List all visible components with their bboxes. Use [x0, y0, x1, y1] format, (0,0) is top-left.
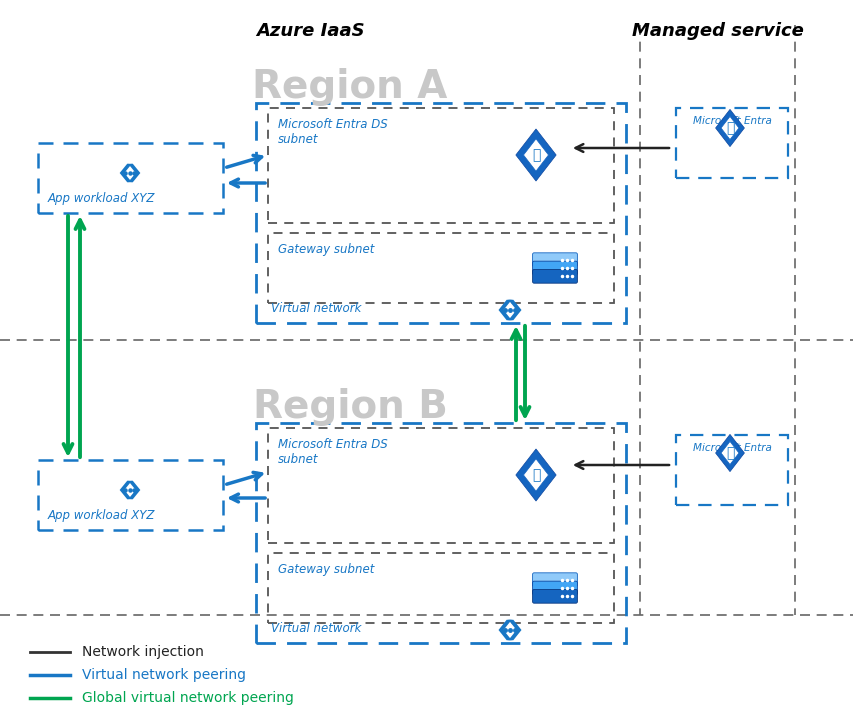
- FancyBboxPatch shape: [532, 573, 577, 587]
- Text: Microsoft Entra
DS: Microsoft Entra DS: [692, 443, 770, 465]
- Polygon shape: [715, 434, 744, 472]
- Polygon shape: [720, 116, 738, 139]
- Text: Global virtual network peering: Global virtual network peering: [82, 691, 293, 705]
- Polygon shape: [515, 129, 555, 181]
- Text: Network injection: Network injection: [82, 645, 204, 659]
- Text: Region A: Region A: [252, 68, 447, 106]
- Text: Microsoft Entra DS
subnet: Microsoft Entra DS subnet: [278, 438, 387, 466]
- Text: Azure IaaS: Azure IaaS: [255, 22, 364, 40]
- FancyBboxPatch shape: [532, 581, 577, 595]
- Text: ⬧: ⬧: [725, 446, 734, 460]
- Text: ⬧: ⬧: [725, 121, 734, 135]
- Text: ⬧: ⬧: [531, 468, 540, 482]
- FancyBboxPatch shape: [532, 261, 577, 275]
- Polygon shape: [720, 442, 738, 465]
- Text: App workload XYZ: App workload XYZ: [48, 509, 155, 522]
- FancyBboxPatch shape: [532, 269, 577, 283]
- Text: Virtual network peering: Virtual network peering: [82, 668, 246, 682]
- Text: Microsoft Entra DS
subnet: Microsoft Entra DS subnet: [278, 118, 387, 146]
- Bar: [38, 460, 223, 530]
- Text: ⬧: ⬧: [531, 148, 540, 162]
- Text: App workload XYZ: App workload XYZ: [48, 192, 155, 205]
- FancyBboxPatch shape: [532, 253, 577, 266]
- Bar: [268, 428, 613, 543]
- Text: Gateway subnet: Gateway subnet: [278, 243, 374, 256]
- Text: Managed service: Managed service: [631, 22, 803, 40]
- Bar: [676, 435, 787, 505]
- Bar: [256, 423, 625, 643]
- Text: Virtual network: Virtual network: [270, 622, 361, 635]
- Polygon shape: [715, 109, 744, 146]
- Text: Region B: Region B: [252, 388, 447, 426]
- Bar: [38, 143, 223, 213]
- Text: Virtual network: Virtual network: [270, 302, 361, 315]
- Bar: [268, 233, 613, 303]
- Text: Gateway subnet: Gateway subnet: [278, 563, 374, 576]
- Polygon shape: [515, 449, 555, 501]
- FancyBboxPatch shape: [532, 589, 577, 603]
- Polygon shape: [523, 139, 548, 171]
- Bar: [676, 108, 787, 178]
- Bar: [256, 103, 625, 323]
- Polygon shape: [523, 459, 548, 491]
- Bar: [268, 108, 613, 223]
- Bar: [268, 553, 613, 623]
- Text: Microsoft Entra
DS: Microsoft Entra DS: [692, 116, 770, 138]
